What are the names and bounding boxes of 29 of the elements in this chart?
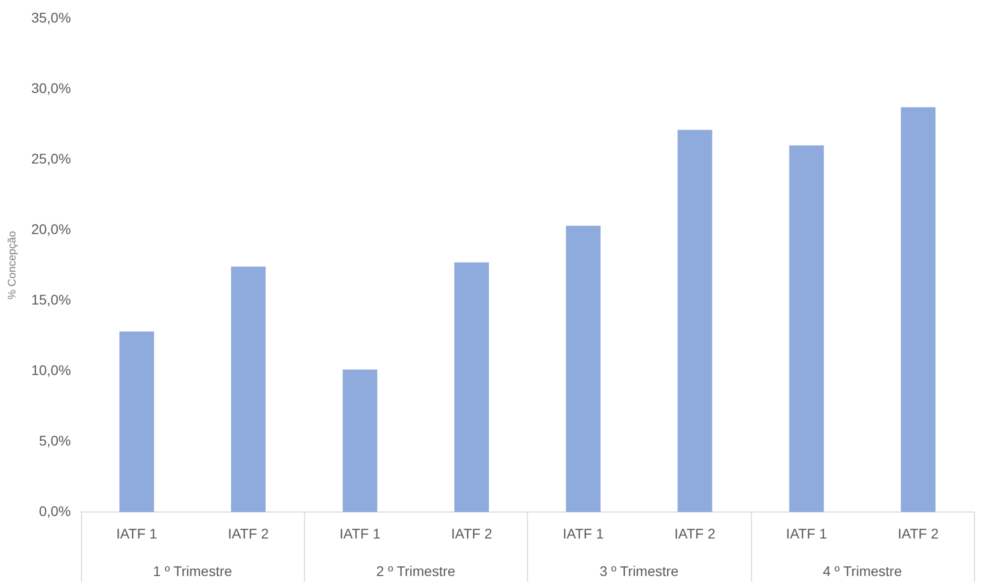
- text: 3 º Trimestre: [600, 562, 679, 579]
- x-tick-label: IATF 2: [228, 525, 270, 542]
- x-tick-label: IATF 1: [562, 525, 604, 542]
- y-tick-label: 20,0%: [31, 220, 71, 237]
- y-tick-label: 35,0%: [31, 9, 71, 26]
- bar: [119, 331, 154, 512]
- x-tick-label: IATF 1: [340, 525, 381, 542]
- text: 4 º Trimestre: [822, 562, 902, 579]
- bar: [454, 262, 489, 512]
- y-tick-label: 25,0%: [31, 150, 71, 166]
- bar: [678, 130, 712, 512]
- y-tick-label: 10,0%: [31, 362, 71, 378]
- x-tick-label: IATF 2: [451, 525, 492, 542]
- bar: [789, 145, 824, 512]
- bar: [900, 107, 936, 512]
- x-tick-label: IATF 2: [674, 525, 716, 542]
- x-tick-label: IATF 2: [898, 525, 939, 542]
- bar: [342, 370, 378, 512]
- y-tick-label: 30,0%: [31, 80, 71, 96]
- y-tick-label: 0,0%: [38, 502, 71, 519]
- text: 2 º Trimestre: [376, 562, 456, 579]
- bar: [231, 266, 266, 512]
- y-axis-title: % Concepção: [6, 230, 19, 300]
- bar: [566, 226, 601, 512]
- x-tick-label: IATF 1: [786, 525, 828, 542]
- y-tick-label: 5,0%: [38, 432, 71, 448]
- text: 1 º Trimestre: [153, 562, 232, 579]
- x-tick-label: IATF 1: [116, 525, 158, 542]
- y-tick-label: 15,0%: [31, 291, 71, 308]
